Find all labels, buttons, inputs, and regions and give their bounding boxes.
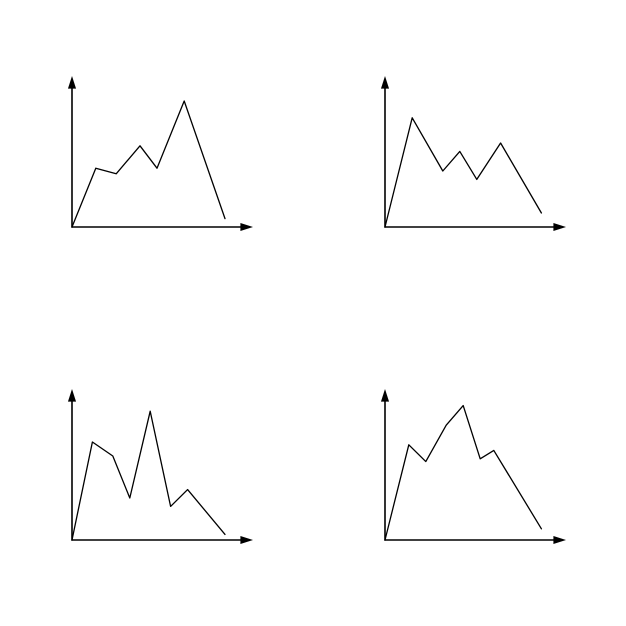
chart-bottom-right [371,386,569,554]
y-axis-arrow-icon [67,389,75,402]
data-line [72,411,225,540]
data-line [72,101,225,227]
x-axis-arrow-icon [553,535,566,543]
chart-top-right [371,73,569,241]
data-line [385,117,541,226]
data-line [385,405,541,539]
cell-top-right [313,0,626,313]
cell-bottom-left [0,313,313,626]
y-axis-arrow-icon [67,76,75,89]
cell-top-left [0,0,313,313]
chart-bottom-left [58,386,256,554]
cell-bottom-right [313,313,626,626]
y-axis-arrow-icon [380,389,388,402]
x-axis-arrow-icon [240,535,253,543]
chart-grid [0,0,626,626]
x-axis-arrow-icon [553,222,566,230]
chart-top-left [58,73,256,241]
y-axis-arrow-icon [380,76,388,89]
x-axis-arrow-icon [240,222,253,230]
